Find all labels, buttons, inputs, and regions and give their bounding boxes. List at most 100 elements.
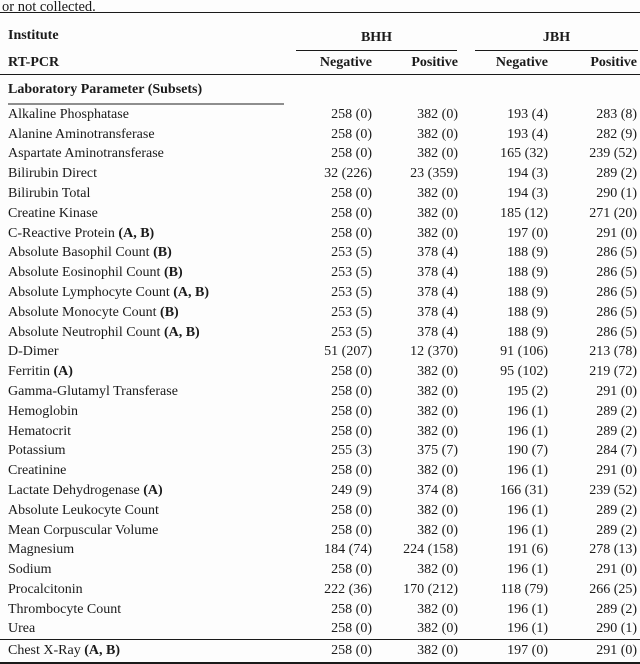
cell-value: 291 (0) — [596, 562, 638, 578]
cell-value: 213 (78) — [589, 344, 638, 360]
caption-text: or not collected. — [2, 0, 96, 12]
institute-header-row: Institute BHH JBH — [0, 13, 640, 51]
cell-value: 286 (5) — [596, 245, 638, 261]
cell-value: 286 (5) — [596, 265, 638, 281]
cell-value: 23 (359) — [410, 166, 458, 182]
cell-value: 291 (0) — [596, 384, 638, 400]
cell-value: 188 (9) — [507, 265, 548, 281]
cell-value: 170 (212) — [403, 582, 458, 598]
cell-value: 289 (2) — [596, 502, 638, 518]
cell-value: 289 (2) — [596, 403, 638, 419]
cell-value: 271 (20) — [589, 205, 638, 221]
table-row: Creatinine 258 (0) 382 (0) 196 (1) 291 (0) — [0, 461, 640, 481]
cell-value: 382 (0) — [417, 384, 458, 400]
table-row: Creatine Kinase 258 (0) 382 (0) 185 (12) 271… — [0, 204, 640, 224]
parameter-name: Lactate Dehydrogenase (A) — [8, 483, 163, 499]
subset-marker: (B) — [153, 245, 172, 261]
cell-value: 258 (0) — [331, 463, 372, 479]
cell-value: 258 (0) — [331, 621, 372, 637]
cell-value: 258 (0) — [331, 562, 372, 578]
cell-value: 196 (1) — [507, 463, 548, 479]
cell-value: 378 (4) — [417, 324, 458, 340]
subset-marker: (B) — [160, 304, 179, 320]
cell-value: 286 (5) — [596, 304, 638, 320]
table-row: Absolute Basophil Count (B) 253 (5) 378 (4… — [0, 244, 640, 264]
institute-label: Institute — [8, 28, 59, 43]
table-row: Urea 258 (0) 382 (0) 196 (1) 290 (1) — [0, 620, 640, 640]
cell-value: 382 (0) — [417, 621, 458, 637]
cell-value: 258 (0) — [331, 601, 372, 617]
cell-value: 286 (5) — [596, 324, 638, 340]
cell-value: 258 (0) — [331, 403, 372, 419]
parameter-name: Hemoglobin — [8, 403, 78, 419]
bhh-label: BHH — [296, 30, 457, 51]
cell-value: 184 (74) — [324, 542, 372, 558]
cell-value: 188 (9) — [507, 304, 548, 320]
cell-value: 258 (0) — [331, 364, 372, 380]
cell-value: 378 (4) — [417, 245, 458, 261]
parameter-name: D-Dimer — [8, 344, 59, 360]
cell-value: 258 (0) — [331, 502, 372, 518]
table-row: Aspartate Aminotransferase 258 (0) 382 (0)… — [0, 145, 640, 165]
cell-value: 382 (0) — [417, 601, 458, 617]
table-row: Chest X-Ray (A, B) 258 (0) 382 (0) 197 (0) 2… — [0, 639, 640, 664]
cell-value: 289 (2) — [596, 166, 638, 182]
cell-value: 196 (1) — [507, 621, 548, 637]
cell-value: 382 (0) — [417, 205, 458, 221]
cell-value: 91 (106) — [500, 344, 548, 360]
cell-value: 382 (0) — [417, 126, 458, 142]
cell-value: 382 (0) — [417, 225, 458, 241]
cell-value: 239 (52) — [589, 146, 638, 162]
group-header-bhh: BHH — [290, 13, 458, 51]
cell-value: 289 (2) — [596, 522, 638, 538]
cell-value: 195 (2) — [507, 384, 548, 400]
rtpcr-header-row: RT-PCR Negative Positive Negative Positi… — [0, 51, 640, 75]
parameter-name: Alkaline Phosphatase — [8, 106, 129, 122]
cell-value: 255 (3) — [331, 443, 372, 459]
cell-value: 118 (79) — [500, 582, 548, 598]
cell-value: 166 (31) — [500, 483, 548, 499]
table-row: Alkaline Phosphatase 258 (0) 382 (0) 193 (4… — [0, 105, 640, 125]
cell-value: 188 (9) — [507, 245, 548, 261]
parameter-name: Procalcitonin — [8, 582, 83, 598]
cell-value: 382 (0) — [417, 463, 458, 479]
cell-value: 95 (102) — [500, 364, 548, 380]
cell-value: 196 (1) — [507, 502, 548, 518]
cell-value: 283 (8) — [596, 106, 638, 122]
subset-marker: (B) — [163, 265, 183, 281]
cell-value: 258 (0) — [331, 146, 372, 162]
cell-value: 258 (0) — [331, 522, 372, 538]
table-row: Absolute Lymphocyte Count (A, B) 253 (5) 3… — [0, 283, 640, 303]
table-top-rule — [0, 12, 640, 13]
parameter-name: Magnesium — [8, 542, 75, 558]
jbh-label: JBH — [475, 30, 639, 51]
parameter-name: C-Reactive Protein (A, B) — [8, 225, 155, 241]
parameter-name: Aspartate Aminotransferase — [8, 146, 164, 162]
cell-value: 185 (12) — [500, 205, 548, 221]
parameter-name: Absolute Basophil Count (B) — [8, 245, 172, 261]
cell-value: 375 (7) — [417, 443, 458, 459]
table-row: Hematocrit 258 (0) 382 (0) 196 (1) 289 (2) — [0, 422, 640, 442]
subset-marker: (A, B) — [163, 324, 200, 340]
parameter-name: Hematocrit — [8, 423, 71, 439]
parameter-name: Absolute Monocyte Count (B) — [8, 304, 179, 320]
cell-value: 382 (0) — [417, 502, 458, 518]
cell-value: 286 (5) — [596, 285, 638, 301]
cell-value: 382 (0) — [417, 423, 458, 439]
table-row: Thrombocyte Count 258 (0) 382 (0) 196 (1) 28… — [0, 600, 640, 620]
subset-marker: (A, B) — [118, 225, 155, 241]
parameter-name: Bilirubin Direct — [8, 166, 98, 182]
section-header-label: Laboratory Parameter (Subsets) — [8, 82, 284, 105]
cell-value: 382 (0) — [417, 146, 458, 162]
cell-value: 196 (1) — [507, 562, 548, 578]
table-row: Ferritin (A) 258 (0) 382 (0) 95 (102) 219 (7… — [0, 362, 640, 382]
cell-value: 258 (0) — [331, 186, 372, 202]
table-row: Sodium 258 (0) 382 (0) 196 (1) 291 (0) — [0, 560, 640, 580]
cell-value: 253 (5) — [331, 285, 372, 301]
cell-value: 249 (9) — [331, 483, 372, 499]
parameter-name: Potassium — [8, 443, 66, 459]
cell-value: 191 (6) — [507, 542, 548, 558]
cell-value: 382 (0) — [417, 522, 458, 538]
cell-value: 382 (0) — [417, 106, 458, 122]
cell-value: 165 (32) — [500, 146, 548, 162]
